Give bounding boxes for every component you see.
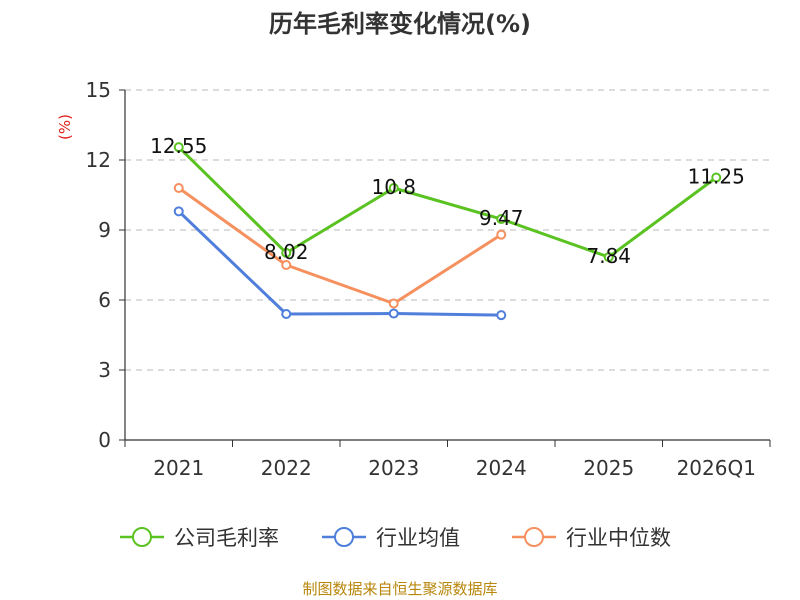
series-line-1: [177, 210, 502, 317]
data-point: [388, 298, 399, 309]
y-tick-label: 12: [86, 148, 111, 172]
legend-marker: [132, 527, 152, 547]
data-labels: 12.55 8.02 10.8 9.47 7.84 11.25: [150, 134, 745, 268]
data-point: [281, 260, 292, 270]
data-point: [496, 310, 507, 321]
data-point: [173, 183, 184, 193]
data-point: [388, 308, 399, 319]
legend-item-1[interactable]: 行业均值: [322, 526, 460, 550]
data-label: 7.84: [586, 244, 631, 268]
legend-marker: [524, 527, 544, 547]
x-tick-label: 2023: [368, 456, 419, 480]
y-tick-label: 3: [98, 358, 111, 382]
y-tick-label: 15: [86, 78, 111, 102]
y-tick-label: 9: [98, 218, 111, 242]
y-tick-label: 6: [98, 288, 111, 312]
axes: 0 3 6 9 12 15 2021 2022 2023 2024 2025 2026Q1: [86, 78, 771, 480]
y-axis-unit: (%): [56, 114, 74, 140]
x-tick-label: 2026Q1: [677, 456, 756, 480]
series-line-2: [177, 186, 503, 305]
x-tick-label: 2024: [476, 456, 527, 480]
data-point: [711, 172, 722, 183]
data-label: 10.8: [371, 175, 416, 199]
data-label: 11.25: [688, 165, 745, 189]
series-line-0: [177, 146, 718, 259]
x-tick-label: 2021: [153, 456, 204, 480]
data-point: [173, 142, 184, 153]
source-note: 制图数据来自恒生聚源数据库: [302, 580, 497, 598]
data-label: 12.55: [150, 134, 207, 158]
data-point: [388, 183, 399, 193]
legend-item-2[interactable]: 行业中位数: [512, 526, 671, 550]
legend-label: 行业均值: [376, 526, 460, 550]
grid-lines: [125, 89, 770, 371]
chart-title: 历年毛利率变化情况(%): [269, 10, 531, 38]
data-point: [281, 247, 292, 258]
data-label: 8.02: [264, 240, 309, 264]
series-lines: [173, 142, 722, 321]
x-tick-label: 2025: [583, 456, 634, 480]
data-point: [281, 309, 292, 319]
data-point: [496, 229, 507, 240]
y-tick-label: 0: [98, 428, 111, 452]
legend-marker: [334, 527, 354, 547]
legend: 公司毛利率 行业均值 行业中位数: [120, 526, 671, 550]
legend-label: 行业中位数: [566, 526, 671, 550]
data-label: 9.47: [479, 206, 524, 230]
data-point: [496, 214, 507, 225]
x-tick-label: 2022: [261, 456, 312, 480]
data-point: [173, 206, 184, 217]
data-point: [603, 252, 614, 263]
legend-label: 公司毛利率: [174, 526, 279, 550]
legend-item-0[interactable]: 公司毛利率: [120, 526, 279, 550]
